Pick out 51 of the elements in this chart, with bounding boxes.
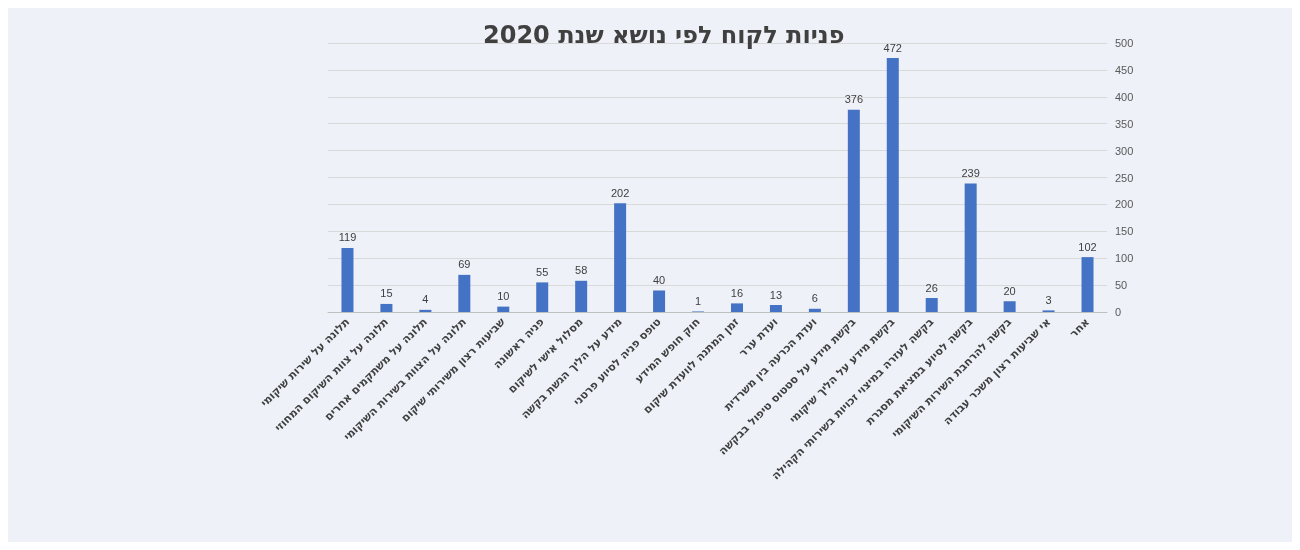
- data-label: 239: [961, 166, 980, 179]
- y-tick-label: 400: [1115, 90, 1134, 103]
- data-label: 472: [883, 41, 902, 54]
- data-label: 10: [497, 290, 510, 303]
- data-label: 1: [694, 294, 702, 307]
- y-tick-label: 50: [1115, 279, 1128, 292]
- data-label: 26: [925, 281, 938, 294]
- bar: [964, 183, 977, 312]
- bar: [886, 58, 899, 312]
- data-label: 13: [769, 288, 783, 301]
- y-tick-label: 350: [1115, 117, 1134, 130]
- y-tick-label: 200: [1115, 198, 1134, 211]
- y-tick-label: 0: [1115, 306, 1122, 318]
- bar: [769, 305, 782, 312]
- data-label: 119: [338, 231, 357, 244]
- data-label: 15: [380, 287, 393, 300]
- bar: [808, 308, 821, 312]
- data-label: 55: [536, 265, 549, 278]
- y-tick-label: 250: [1115, 171, 1134, 184]
- data-label: 3: [1045, 293, 1052, 306]
- data-label: 58: [575, 264, 588, 277]
- data-label: 40: [652, 273, 666, 286]
- y-tick-label: 300: [1115, 144, 1134, 157]
- bar: [730, 303, 743, 312]
- bar: [419, 309, 432, 312]
- chart-title: פניות לקוח לפי נושא שנת 2020: [483, 21, 845, 49]
- data-label: 202: [610, 186, 630, 199]
- bar: [497, 306, 510, 312]
- bar: [536, 282, 549, 312]
- data-label: 16: [730, 286, 744, 299]
- data-label: 69: [458, 258, 471, 271]
- y-tick-label: 450: [1115, 63, 1134, 76]
- bar: [1081, 257, 1094, 312]
- y-tick-label: 100: [1115, 252, 1134, 265]
- bar: [458, 274, 471, 312]
- bar: [847, 109, 860, 312]
- bar: [653, 290, 666, 312]
- bar: [341, 247, 354, 312]
- data-label: 376: [844, 93, 863, 106]
- bar: [925, 298, 938, 312]
- x-tick-label: אחר: [1067, 315, 1093, 341]
- bar: [1003, 301, 1016, 312]
- data-label: 4: [422, 293, 429, 306]
- y-tick-label: 150: [1115, 225, 1134, 238]
- bar: [380, 303, 393, 312]
- data-label: 6: [811, 292, 818, 305]
- bar: [614, 203, 627, 312]
- bar: [575, 280, 588, 312]
- data-label: 20: [1003, 284, 1016, 297]
- data-label: 102: [1078, 240, 1097, 253]
- y-tick-label: 500: [1115, 37, 1134, 49]
